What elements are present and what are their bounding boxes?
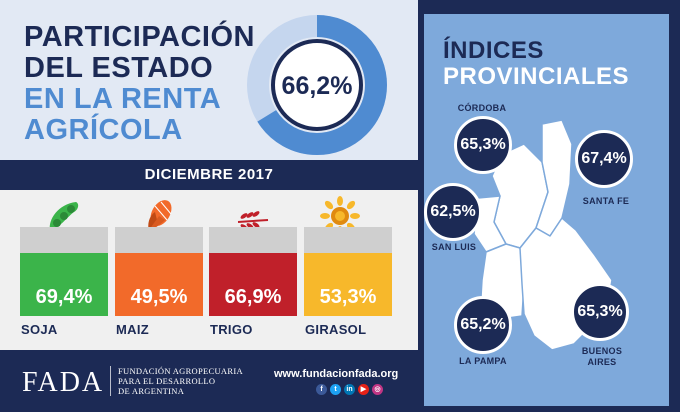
province-label-cordoba: CÓRDOBA: [457, 103, 507, 113]
org-line-1: FUNDACIÓN AGROPECUARIA: [118, 366, 243, 376]
province-label-santa-fe: SANTA FE: [582, 196, 630, 206]
bar-maiz-track: [115, 227, 203, 253]
provinces-title-line-2: PROVINCIALES: [443, 63, 630, 90]
org-line-2: PARA EL DESARROLLO: [118, 376, 216, 386]
organization-name: FUNDACIÓN AGROPECUARIA PARA EL DESARROLL…: [118, 366, 243, 396]
youtube-icon[interactable]: ▶: [358, 384, 369, 395]
provinces-title-line-1: ÍNDICES: [443, 37, 544, 64]
instagram-icon[interactable]: ◎: [372, 384, 383, 395]
province-label-aires: AIRES: [587, 357, 617, 367]
bar-maiz: [115, 253, 203, 316]
org-line-3: DE ARGENTINA: [118, 386, 185, 396]
category-label-maiz: MAIZ: [116, 322, 149, 337]
fada-logo: FADA: [22, 367, 105, 398]
logo-divider: [110, 366, 111, 396]
date-bar: [0, 160, 418, 190]
province-value-santa-fe: 67,4%: [575, 130, 633, 188]
date-label: DICIEMBRE 2017: [144, 166, 274, 183]
province-label-buenos-aires: BUENOS AIRES: [574, 346, 630, 368]
main-value: 66,2%: [282, 72, 353, 100]
sunflower-icon: [320, 196, 360, 236]
province-value-cordoba: 65,3%: [454, 116, 512, 174]
donut-arc: [247, 15, 387, 155]
donut-center: [271, 39, 363, 131]
bar-girasol-track: [304, 227, 392, 253]
linkedin-icon[interactable]: in: [344, 384, 355, 395]
title-line-2: DEL ESTADO: [24, 52, 214, 84]
province-label-san-luis: SAN LUIS: [431, 242, 477, 252]
category-label-girasol: GIRASOL: [305, 322, 367, 337]
bar-girasol: [304, 253, 392, 316]
province-value-buenos-aires: 65,3%: [571, 283, 629, 341]
category-label-soja: SOJA: [21, 322, 58, 337]
donut-gauge: 66,2%: [247, 15, 387, 155]
province-label-buenos: BUENOS: [581, 346, 623, 356]
bar-value-maiz: 49,5%: [130, 286, 188, 308]
province-value-la-pampa: 65,2%: [454, 296, 512, 354]
bar-trigo: [209, 253, 297, 316]
facebook-icon[interactable]: f: [316, 384, 327, 395]
category-label-trigo: TRIGO: [210, 322, 253, 337]
website-link[interactable]: www.fundacionfada.org: [274, 368, 399, 380]
bar-trigo-track: [209, 227, 297, 253]
bar-value-trigo: 66,9%: [224, 286, 282, 308]
province-label-la-pampa: LA PAMPA: [459, 356, 507, 366]
soybean-pod-icon: [49, 202, 79, 230]
title-line-4: AGRÍCOLA: [24, 114, 183, 146]
bar-value-soja: 69,4%: [35, 286, 93, 308]
province-value-san-luis: 62,5%: [424, 183, 482, 241]
bar-soja-track: [20, 227, 108, 253]
title-line-1: PARTICIPACIÓN: [24, 21, 255, 53]
title-line-3: EN LA RENTA: [24, 83, 222, 115]
bar-value-girasol: 53,3%: [319, 286, 377, 308]
twitter-icon[interactable]: t: [330, 384, 341, 395]
bar-soja: [20, 253, 108, 316]
